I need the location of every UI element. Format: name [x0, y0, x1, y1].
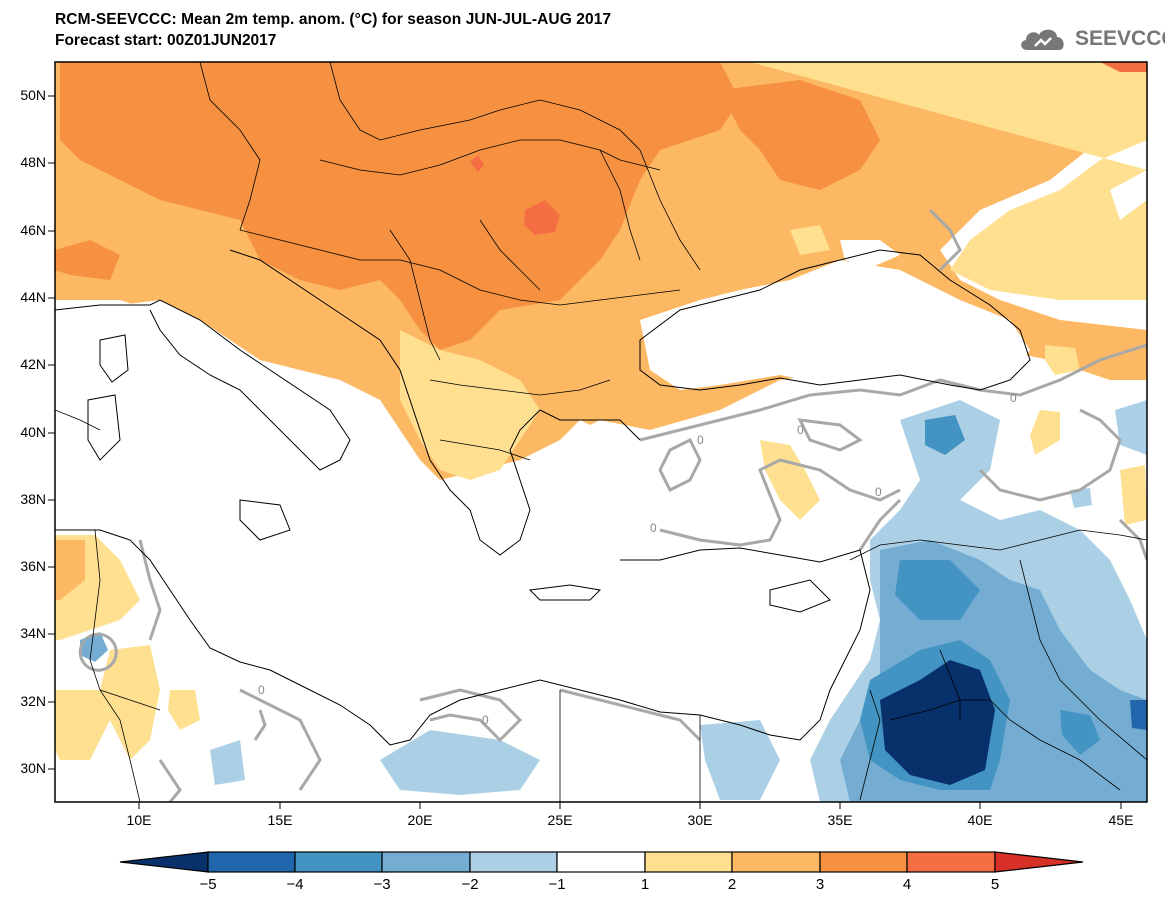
logo-text: SEEVCCC [1075, 27, 1165, 50]
black-sea-mask [640, 260, 1030, 390]
lon-label: 45E [1108, 812, 1134, 828]
colorbar-label: 2 [727, 876, 737, 893]
colorbar-segment [819, 851, 908, 873]
colorbar [119, 851, 1084, 873]
colorbar-segment [556, 851, 646, 873]
anomaly-band-3-4 [60, 62, 740, 350]
axis-ticks [48, 95, 1122, 809]
colorbar-segment [994, 851, 1084, 873]
contour-label: 0 [797, 423, 804, 437]
borders [55, 62, 1147, 802]
colorbar-segment [381, 851, 471, 873]
zero-contours [78, 208, 1147, 802]
contour-label: 0 [258, 683, 265, 697]
lon-label: 40E [967, 812, 993, 828]
lat-label: 42N [20, 356, 46, 372]
colorbar-label: −2 [461, 876, 479, 893]
colorbar-label: 3 [815, 876, 825, 893]
colorbar-segment [294, 851, 383, 873]
lat-label: 38N [20, 491, 46, 507]
lat-label: 48N [20, 154, 46, 170]
colorbar-label: −4 [286, 876, 304, 893]
colorbar-segment [906, 851, 996, 873]
contour-label: 0 [875, 485, 882, 499]
colorbar-label: 1 [640, 876, 650, 893]
lat-label: 36N [20, 558, 46, 574]
colorbar-segment [119, 851, 209, 873]
lat-label: 46N [20, 222, 46, 238]
contour-label: 0 [650, 521, 657, 535]
lat-label: 30N [20, 760, 46, 776]
colorbar-label: −3 [373, 876, 391, 893]
colorbar-segment [731, 851, 821, 873]
contour-label: 0 [697, 433, 704, 447]
contour-label: 0 [482, 713, 489, 727]
lat-label: 40N [20, 424, 46, 440]
map-title: RCM-SEEVCCC: Mean 2m temp. anom. (°C) fo… [55, 11, 612, 28]
colorbar-segment [469, 851, 558, 873]
forecast-start: Forecast start: 00Z01JUN2017 [55, 32, 277, 49]
lon-label: 15E [267, 812, 293, 828]
colorbar-segment [644, 851, 733, 873]
map-frame [54, 61, 1148, 803]
lon-label: 35E [827, 812, 853, 828]
anomaly-band-1-2-east [750, 62, 1147, 300]
lat-label: 44N [20, 289, 46, 305]
mediterranean-sea-mask [55, 300, 870, 740]
colorbar-label: −5 [199, 876, 217, 893]
colorbar-label: 4 [902, 876, 912, 893]
anomaly-band-4-5 [524, 200, 560, 235]
cloud-icon [1021, 29, 1064, 50]
contour-labels: 0 0 0 0 0 0 0 [258, 391, 1017, 727]
colorbar-segment [207, 851, 296, 873]
lat-label: 34N [20, 625, 46, 641]
contour-label: 0 [1010, 391, 1017, 405]
lat-label: 32N [20, 693, 46, 709]
lon-label: 25E [547, 812, 573, 828]
anomaly-band-neg4-neg5 [880, 660, 995, 785]
lat-label: 50N [20, 87, 46, 103]
lon-label: 20E [407, 812, 433, 828]
lon-label: 30E [687, 812, 713, 828]
anomaly-fields: 0 0 0 0 0 0 0 [55, 62, 1147, 802]
colorbar-label: −1 [548, 876, 566, 893]
lon-label: 10E [126, 812, 152, 828]
colorbar-label: 5 [990, 876, 1000, 893]
seevccc-logo: SEEVCCC [1017, 22, 1165, 56]
coastlines [55, 249, 1031, 746]
